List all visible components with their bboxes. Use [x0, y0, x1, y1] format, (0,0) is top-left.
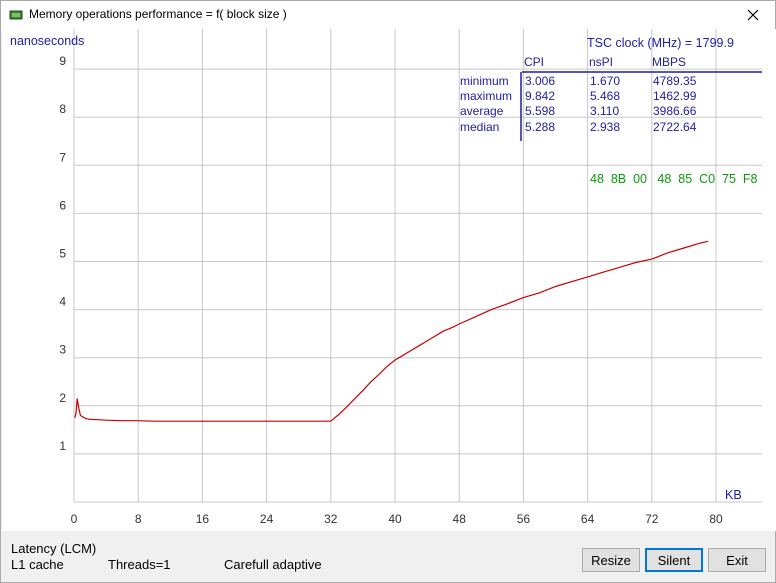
header-mbps: MBPS — [652, 55, 686, 69]
y-tick-label: 6 — [59, 198, 66, 212]
status-threads: Threads=1 — [108, 557, 171, 572]
x-tick-label: 40 — [388, 512, 402, 526]
x-tick-label: 80 — [709, 512, 723, 526]
cell-cpi: 5.598 — [525, 104, 555, 118]
y-tick-labels: 1 2 3 4 5 6 7 8 9 — [59, 54, 66, 453]
cell-cpi: 3.006 — [525, 74, 555, 88]
cell-cpi: 9.842 — [525, 89, 555, 103]
x-tick-label: 64 — [581, 512, 595, 526]
grid — [73, 29, 762, 503]
latency-series-line — [74, 240, 709, 422]
cell-nspi: 2.938 — [590, 120, 620, 134]
x-tick-label: 32 — [324, 512, 338, 526]
cell-mbps: 3986.66 — [653, 104, 697, 118]
cell-nspi: 1.670 — [590, 74, 620, 88]
y-axis-label: nanoseconds — [10, 34, 84, 48]
y-tick-label: 3 — [59, 343, 66, 357]
x-tick-labels: 0 8 16 24 32 40 48 56 64 72 80 — [71, 512, 723, 526]
resize-button[interactable]: Resize — [582, 548, 640, 572]
status-mode: Latency (LCM) — [11, 541, 97, 556]
header-cpi: CPI — [524, 55, 544, 69]
cell-mbps: 2722.64 — [653, 120, 697, 134]
cell-nspi: 5.468 — [590, 89, 620, 103]
x-tick-label: 72 — [645, 512, 659, 526]
y-tick-label: 2 — [59, 391, 66, 405]
row-label: average — [460, 104, 504, 118]
header-nspi: nsPI — [589, 55, 613, 69]
y-tick-label: 8 — [59, 102, 66, 116]
y-tick-label: 4 — [59, 295, 66, 309]
status-cache: L1 cache — [11, 557, 64, 572]
stats-table: CPI nsPI MBPS minimum maximum average me… — [460, 55, 762, 141]
close-button[interactable] — [731, 1, 775, 29]
x-axis-label: KB — [725, 488, 742, 502]
window-title: Memory operations performance = f( block… — [29, 7, 287, 21]
x-tick-label: 16 — [196, 512, 210, 526]
cell-cpi: 5.288 — [525, 120, 555, 134]
cell-mbps: 4789.35 — [653, 74, 697, 88]
y-tick-label: 9 — [59, 54, 66, 68]
x-tick-label: 8 — [135, 512, 142, 526]
opcode-bytes: 48 8B 00 48 85 C0 75 F8 — [590, 172, 758, 186]
x-tick-label: 56 — [517, 512, 531, 526]
close-icon — [747, 9, 759, 21]
y-tick-label: 5 — [59, 247, 66, 261]
x-tick-label: 0 — [71, 512, 78, 526]
status-method: Carefull adaptive — [224, 557, 322, 572]
row-label: maximum — [460, 89, 512, 103]
title-bar[interactable]: Memory operations performance = f( block… — [1, 1, 775, 29]
tsc-clock: TSC clock (MHz) = 1799.9 — [587, 36, 734, 50]
x-tick-label: 48 — [453, 512, 467, 526]
cell-nspi: 3.110 — [590, 104, 619, 118]
silent-button[interactable]: Silent — [645, 548, 703, 572]
exit-button[interactable]: Exit — [708, 548, 766, 572]
cell-mbps: 1462.99 — [653, 89, 697, 103]
y-tick-label: 7 — [59, 150, 66, 164]
memory-chip-icon — [9, 8, 23, 26]
y-tick-label: 1 — [59, 439, 66, 453]
plot-background — [2, 29, 776, 531]
row-label: median — [460, 120, 499, 134]
row-label: minimum — [460, 74, 509, 88]
x-tick-label: 24 — [260, 512, 274, 526]
